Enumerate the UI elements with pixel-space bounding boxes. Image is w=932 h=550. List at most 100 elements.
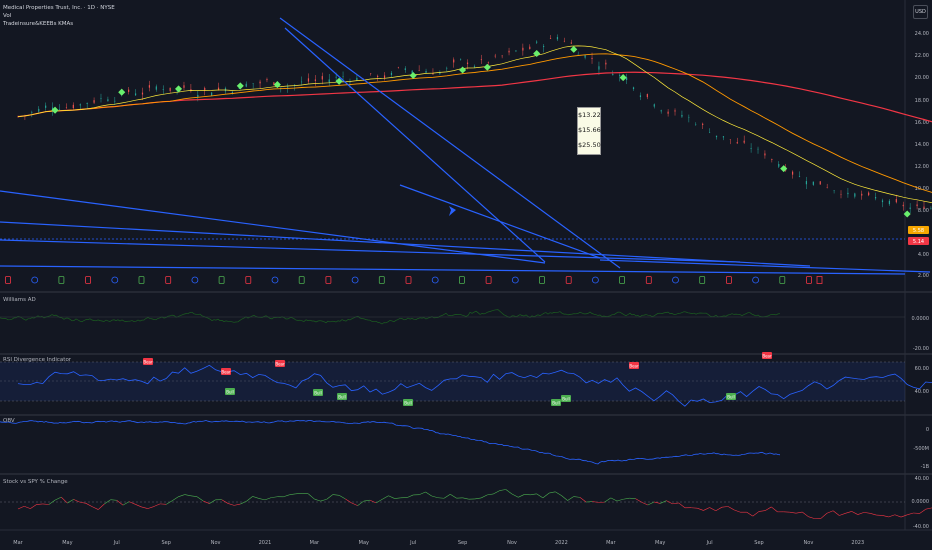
candle-body: [715, 135, 718, 138]
obv-line: [0, 419, 781, 465]
spy-change-segment: [703, 507, 710, 511]
spy-change-segment: [320, 498, 327, 502]
buy-signal-marker: [483, 63, 491, 71]
spy-change-segment: [734, 509, 741, 513]
candle-body: [155, 86, 157, 90]
candle-body: [134, 93, 137, 96]
candle-body: [51, 107, 54, 111]
last-price-badge-label: 5.58: [913, 228, 924, 234]
spy-change-segment: [36, 503, 43, 505]
time-tick-label: Sep: [754, 540, 763, 546]
time-tick-label: 2023: [851, 540, 864, 546]
time-tick-label: Nov: [211, 540, 221, 546]
spy-change-segment: [110, 499, 117, 501]
spy-change-segment: [555, 491, 562, 496]
candle-body: [439, 72, 441, 74]
dividend-marker: [245, 276, 252, 284]
bull-divergence-label: [337, 393, 347, 400]
spy-tick-label: -40.00: [913, 524, 929, 530]
candle-body: [536, 41, 538, 43]
candle-body: [314, 79, 316, 81]
trendline: [279, 17, 621, 269]
earnings-marker: [351, 276, 359, 284]
candle-body: [169, 87, 171, 91]
candle-body: [563, 40, 565, 42]
currency-button[interactable]: USD: [913, 5, 928, 19]
spy-change-segment: [573, 496, 580, 498]
spy-change-segment: [67, 499, 74, 504]
spy-change-segment: [30, 504, 37, 509]
candle-body: [812, 181, 814, 185]
time-tick-label: May: [62, 540, 72, 546]
buy-signal-marker: [236, 82, 244, 90]
spy-pane-title: Stock vs SPY % Change: [3, 479, 68, 485]
spy-change-segment: [715, 506, 723, 512]
dividend-marker: [645, 276, 652, 284]
candle-body: [764, 153, 766, 156]
rsi-tick-label: 60.00: [915, 366, 929, 372]
spy-change-segment: [641, 501, 648, 506]
spy-change-segment: [672, 502, 679, 505]
spy-change-segment: [147, 506, 154, 509]
candle-body: [909, 207, 911, 209]
spy-change-segment: [907, 512, 914, 516]
spy-change-segment: [425, 491, 432, 497]
spy-change-segment: [419, 491, 426, 495]
buy-signal-marker: [570, 45, 578, 53]
dividend-marker: [5, 276, 11, 284]
overlay-label: Tradeinsure&KEEBs KMAs: [3, 21, 74, 27]
price-tick-label: 18.00: [915, 98, 929, 104]
spy-change-segment: [882, 515, 889, 518]
williams-tick-label: 0.0000: [912, 316, 930, 322]
candle-body: [895, 199, 897, 203]
tooltip-value: $25.50: [578, 141, 601, 149]
spy-change-segment: [271, 496, 278, 498]
candle-body: [881, 200, 884, 203]
candle-body: [211, 92, 213, 96]
dividend-marker: [405, 276, 412, 284]
spy-change-segment: [338, 495, 346, 500]
bear-divergence-text: Bear: [143, 360, 153, 365]
candle-body: [888, 200, 891, 205]
candle-body: [722, 136, 725, 138]
spy-change-segment: [832, 510, 840, 516]
candle-body: [38, 108, 40, 112]
candle-body: [556, 37, 559, 40]
candle-body: [287, 86, 289, 88]
candle-body: [65, 107, 68, 108]
dividend-marker: [165, 276, 172, 284]
spy-change-segment: [203, 500, 210, 504]
trendline: [0, 265, 906, 275]
spy-change-segment: [548, 491, 556, 494]
spy-change-segment: [375, 498, 383, 504]
bull-divergence-text: Bull: [226, 390, 234, 395]
candle-body: [695, 124, 697, 126]
candle-body: [584, 55, 586, 58]
spy-change-segment: [289, 493, 296, 496]
candle-body: [72, 104, 74, 109]
spy-change-segment: [221, 499, 229, 504]
price-tick-label: 12.00: [915, 164, 929, 170]
candle-body: [840, 194, 842, 195]
price-tick-label: 20.00: [915, 75, 929, 81]
bull-divergence-label: [225, 388, 235, 395]
bull-divergence-text: Bull: [404, 401, 412, 406]
candle-body: [370, 73, 372, 74]
candle-body: [549, 38, 552, 39]
spy-change-segment: [98, 503, 105, 510]
candle-body: [480, 59, 482, 61]
candle-body: [819, 181, 821, 185]
candle-body: [577, 54, 579, 55]
spy-change-segment: [518, 494, 525, 498]
spy-change-segment: [505, 489, 513, 495]
spy-change-segment: [258, 498, 266, 501]
spy-change-segment: [493, 490, 500, 495]
williams-tick-label: -20.00: [913, 346, 929, 352]
rsi-line: [17, 364, 932, 407]
trendline: [0, 190, 546, 264]
buy-signal-marker: [175, 85, 183, 93]
spy-change-segment: [61, 496, 68, 504]
dividend-marker: [806, 276, 812, 284]
spy-change-segment: [264, 497, 272, 501]
